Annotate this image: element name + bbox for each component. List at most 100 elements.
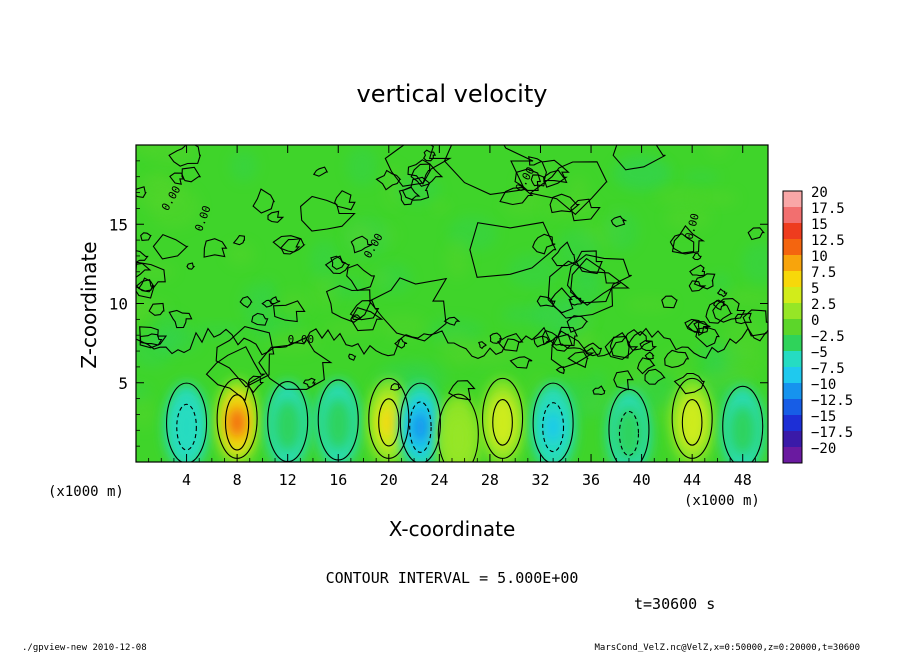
- zero-contour: [437, 393, 479, 462]
- zero-contour: [713, 299, 726, 311]
- x-tick-label: 12: [279, 471, 297, 489]
- zero-contour: [350, 307, 384, 332]
- zero-contour: [443, 145, 534, 195]
- zero-contour: [705, 299, 734, 324]
- zero-contour: [549, 193, 581, 214]
- x-tick-label: 8: [233, 471, 242, 489]
- zero-contour: [443, 316, 461, 326]
- zero-contour: [644, 368, 666, 385]
- zero-contour: [148, 302, 165, 316]
- velocity-cells: [164, 378, 765, 462]
- contour-lines: [136, 145, 768, 462]
- zero-contour: [168, 145, 202, 167]
- colorbar-label: −17.5: [811, 425, 853, 441]
- x-tick-label: 24: [430, 471, 448, 489]
- contour-5: [542, 402, 565, 453]
- colorbar-label: 2.5: [811, 297, 836, 313]
- velocity-cell-core: [445, 413, 472, 462]
- zero-contour: [168, 309, 193, 329]
- colorbar-cell: [783, 191, 802, 208]
- zero-contour: [547, 260, 630, 319]
- zero-contour: [551, 333, 573, 352]
- zero-contour: [351, 314, 363, 320]
- contour-5: [681, 399, 703, 446]
- velocity-cell-core: [274, 399, 302, 452]
- zero-contour: [695, 326, 720, 348]
- colorbar-cell: [783, 415, 802, 432]
- chart-title: vertical velocity: [357, 80, 548, 108]
- field-patch: [741, 241, 768, 285]
- colorbar-label: −5: [811, 345, 828, 361]
- zero-contour: [247, 375, 265, 394]
- colorbar-cell: [783, 303, 802, 320]
- zero-contour: [575, 250, 603, 275]
- zero-contour: [693, 273, 716, 290]
- colorbar-cell: [783, 367, 802, 384]
- zero-contour: [232, 235, 245, 246]
- x-axis: 4 8 12 16 20 24 28 32 36 40 44 48: [148, 145, 756, 489]
- zero-contour: [399, 382, 441, 462]
- velocity-cell-core: [488, 394, 517, 450]
- zero-contour: [499, 187, 534, 206]
- field-patch: [312, 273, 338, 309]
- x-unit-right: (x1000 m): [684, 493, 760, 509]
- zero-contour: [532, 382, 574, 462]
- zero-contour: [527, 156, 543, 166]
- field-patch: [322, 321, 377, 337]
- zero-contour: [272, 300, 306, 323]
- velocity-cell-peak: [412, 412, 429, 443]
- zero-contour: [583, 342, 603, 357]
- zero-contour: [609, 335, 630, 359]
- x-tick-label: 4: [182, 471, 191, 489]
- contour-5: [176, 403, 197, 451]
- zero-contour: [181, 166, 202, 183]
- zero-contour: [394, 338, 408, 349]
- colorbar-label: −10: [811, 377, 836, 393]
- zero-contour: [569, 295, 585, 306]
- field-patch: [440, 330, 473, 368]
- zero-contour: [608, 388, 650, 462]
- zero-contour: [692, 252, 702, 261]
- zero-contour: [350, 235, 373, 254]
- zero-contour: [742, 309, 768, 337]
- field-patch: [346, 146, 378, 187]
- footer-left: ./gpview-new 2010-12-08: [22, 643, 147, 653]
- zero-contour: [261, 299, 276, 308]
- field-patch: [459, 339, 518, 367]
- colorbar-label: 5: [811, 281, 819, 297]
- velocity-cell-core: [324, 398, 352, 450]
- zero-contour: [258, 336, 333, 390]
- field-patch: [604, 210, 639, 252]
- zero-contour: [671, 224, 706, 255]
- zero-contour: [139, 333, 163, 346]
- velocity-cell-peak: [380, 407, 397, 438]
- colorbar-cell: [783, 223, 802, 240]
- zero-contour: [267, 210, 285, 223]
- zero-contour: [346, 263, 376, 292]
- zero-contour: [529, 161, 608, 216]
- field-patch: [374, 263, 413, 294]
- field-patch: [426, 318, 484, 343]
- x-tick-label: 36: [582, 471, 600, 489]
- zero-contour: [423, 149, 437, 162]
- zero-contour: [673, 372, 705, 395]
- zero-contour: [136, 261, 166, 299]
- field-patch: [567, 386, 608, 418]
- colorbar-label: 20: [811, 185, 828, 201]
- colorbar-label: 10: [811, 249, 828, 265]
- contour-label: 0.00: [288, 333, 315, 346]
- zero-contour: [334, 190, 356, 211]
- velocity-cell-peak: [229, 407, 246, 438]
- zero-contour: [747, 227, 765, 241]
- zero-contour: [407, 159, 431, 186]
- zero-contour: [664, 349, 690, 368]
- x-tick-label: 48: [734, 471, 752, 489]
- zero-contour: [566, 254, 632, 304]
- zero-contour: [205, 346, 267, 402]
- zero-contour: [348, 353, 357, 361]
- zero-contour: [398, 186, 421, 206]
- colorbar-label: −12.5: [811, 393, 853, 409]
- field-patch: [378, 314, 429, 339]
- zero-contour: [567, 351, 589, 369]
